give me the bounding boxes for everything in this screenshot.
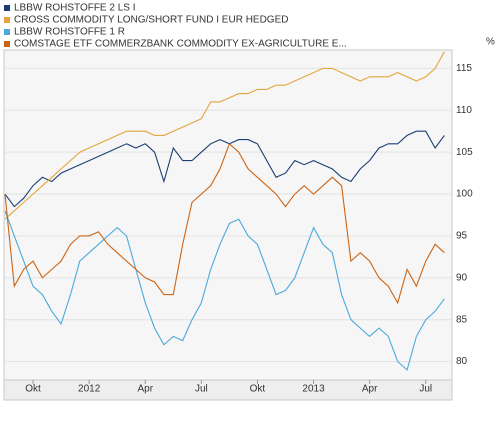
legend-label: LBBW ROHSTOFFE 1 R xyxy=(14,27,125,38)
series-line xyxy=(4,210,445,371)
legend-label: LBBW ROHSTOFFE 2 LS I xyxy=(14,3,136,14)
y-tick-label: 105 xyxy=(456,147,473,158)
y-tick-label: 90 xyxy=(456,272,468,283)
x-tick-label: Okt xyxy=(25,384,41,395)
y-tick-label: 85 xyxy=(456,314,468,325)
y-tick-label: 110 xyxy=(456,105,472,116)
legend-swatch xyxy=(4,17,10,23)
y-tick-label: 115 xyxy=(456,63,472,74)
y-tick-label: 80 xyxy=(456,356,468,367)
y-tick-label: 100 xyxy=(456,189,473,200)
series-line xyxy=(4,142,445,305)
y-unit: % xyxy=(486,37,495,48)
series-line xyxy=(4,130,445,208)
x-tick-label: 2013 xyxy=(302,384,325,395)
x-tick-label: Okt xyxy=(250,384,266,395)
x-tick-label: 2012 xyxy=(78,384,101,395)
legend-swatch xyxy=(4,41,10,47)
legend-swatch xyxy=(4,5,10,11)
legend-label: COMSTAGE ETF COMMERZBANK COMMODITY EX-AG… xyxy=(14,39,347,50)
legend-swatch xyxy=(4,29,10,35)
x-tick-label: Jul xyxy=(195,384,208,395)
legend-label: CROSS COMMODITY LONG/SHORT FUND I EUR HE… xyxy=(14,15,288,26)
x-tick-label: Apr xyxy=(362,384,378,395)
series-line xyxy=(4,51,445,220)
x-tick-label: Jul xyxy=(419,384,432,395)
plot-area xyxy=(3,49,453,381)
y-tick-label: 95 xyxy=(456,231,468,242)
x-tick-label: Apr xyxy=(137,384,153,395)
x-axis-band xyxy=(3,379,453,401)
